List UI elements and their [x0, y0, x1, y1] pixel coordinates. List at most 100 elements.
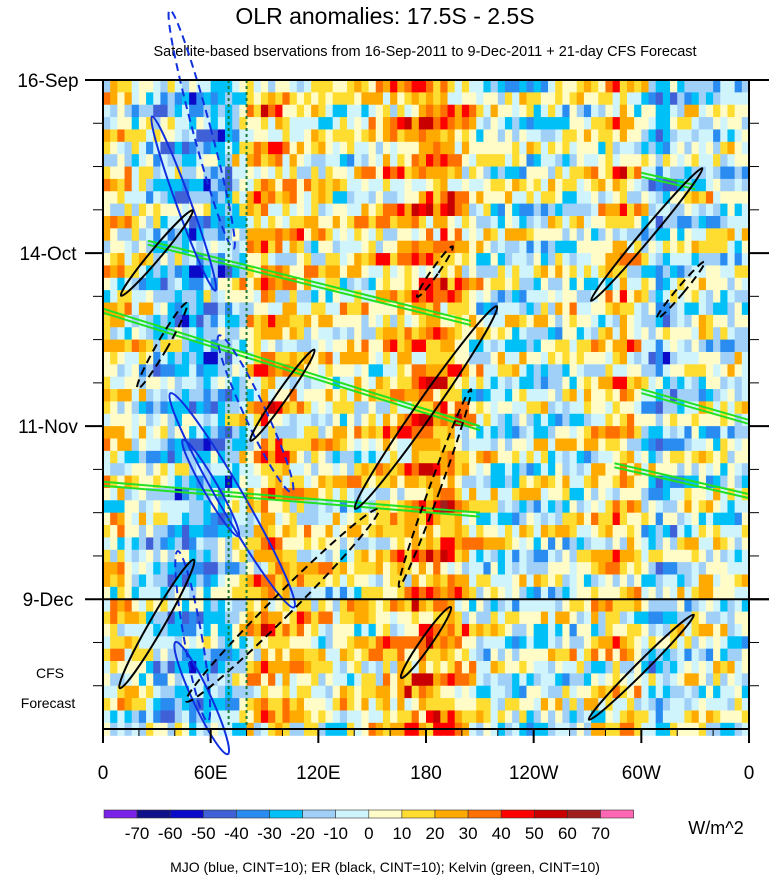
- heatmap-cell: [124, 178, 133, 192]
- heatmap-cell: [440, 549, 449, 563]
- heatmap-cell: [260, 129, 269, 143]
- heatmap-cell: [705, 228, 714, 242]
- heatmap-cell: [533, 302, 542, 316]
- heatmap-cell: [203, 685, 212, 699]
- heatmap-cell: [239, 290, 248, 304]
- heatmap-cell: [720, 228, 729, 242]
- heatmap-cell: [576, 636, 585, 650]
- heatmap-cell: [153, 339, 162, 353]
- heatmap-cell: [698, 685, 707, 699]
- heatmap-cell: [526, 549, 535, 563]
- heatmap-cell: [117, 648, 126, 662]
- heatmap-cell: [591, 253, 599, 267]
- heatmap-cell: [684, 240, 693, 254]
- heatmap-cell: [720, 450, 729, 464]
- heatmap-cell: [117, 92, 126, 106]
- heatmap-cell: [655, 586, 664, 600]
- heatmap-cell: [217, 154, 226, 168]
- heatmap-cell: [418, 487, 427, 501]
- heatmap-cell: [282, 104, 291, 118]
- heatmap-cell: [411, 586, 420, 600]
- heatmap-cell: [605, 80, 614, 93]
- heatmap-cell: [411, 92, 420, 106]
- heatmap-cell: [354, 426, 362, 440]
- heatmap-cell: [311, 661, 319, 674]
- heatmap-cell: [232, 636, 240, 650]
- heatmap-cell: [260, 599, 269, 613]
- heatmap-cell: [189, 290, 197, 304]
- heatmap-cell: [677, 166, 685, 180]
- heatmap-cell: [727, 413, 736, 427]
- heatmap-cell: [103, 525, 111, 538]
- heatmap-cell: [461, 611, 470, 625]
- heatmap-cell: [569, 265, 578, 279]
- heatmap-cell: [519, 401, 528, 415]
- heatmap-cell: [303, 512, 312, 526]
- heatmap-cell: [662, 475, 671, 489]
- heatmap-cell: [418, 426, 427, 440]
- heatmap-cell: [634, 339, 642, 353]
- heatmap-cell: [339, 562, 348, 576]
- heatmap-cell: [691, 290, 700, 304]
- heatmap-cell: [275, 302, 284, 316]
- heatmap-cell: [569, 228, 578, 242]
- heatmap-cell: [203, 389, 212, 403]
- heatmap-cell: [591, 154, 599, 168]
- heatmap-cell: [540, 178, 549, 192]
- heatmap-cell: [454, 537, 463, 551]
- heatmap-cell: [418, 611, 427, 625]
- heatmap-cell: [461, 228, 470, 242]
- heatmap-cell: [382, 673, 391, 687]
- heatmap-cell: [626, 203, 635, 217]
- heatmap-cell: [303, 339, 312, 353]
- heatmap-cell: [612, 302, 621, 316]
- heatmap-cell: [720, 562, 729, 576]
- heatmap-cell: [677, 253, 685, 267]
- heatmap-cell: [318, 166, 327, 180]
- heatmap-cell: [612, 154, 621, 168]
- heatmap-cell: [382, 562, 391, 576]
- heatmap-cell: [217, 228, 226, 242]
- heatmap-cell: [268, 413, 276, 427]
- heatmap-cell: [167, 537, 176, 551]
- heatmap-cell: [239, 129, 248, 143]
- heatmap-cell: [303, 364, 312, 378]
- heatmap-cell: [433, 487, 441, 501]
- heatmap-cell: [375, 648, 384, 662]
- heatmap-cell: [404, 215, 413, 229]
- heatmap-cell: [339, 290, 348, 304]
- heatmap-cell: [526, 661, 535, 674]
- heatmap-cell: [533, 92, 542, 106]
- heatmap-cell: [382, 401, 391, 415]
- heatmap-cell: [275, 500, 284, 514]
- heatmap-cell: [476, 104, 485, 118]
- heatmap-cell: [741, 314, 750, 328]
- heatmap-cell: [490, 698, 499, 712]
- heatmap-cell: [354, 698, 362, 712]
- heatmap-cell: [260, 661, 269, 674]
- heatmap-cell: [734, 265, 743, 279]
- heatmap-cell: [576, 438, 585, 452]
- heatmap-cell: [540, 487, 549, 501]
- heatmap-cell: [512, 623, 520, 637]
- heatmap-cell: [612, 166, 621, 180]
- heatmap-cell: [634, 104, 642, 118]
- heatmap-cell: [612, 636, 621, 650]
- heatmap-cell: [411, 463, 420, 477]
- heatmap-cell: [569, 562, 578, 576]
- heatmap-cell: [411, 648, 420, 662]
- heatmap-cell: [720, 154, 729, 168]
- heatmap-cell: [239, 302, 248, 316]
- heatmap-cell: [426, 401, 434, 415]
- heatmap-cell: [311, 117, 319, 131]
- heatmap-cell: [619, 475, 628, 489]
- heatmap-cell: [232, 611, 240, 625]
- heatmap-cell: [662, 191, 671, 205]
- heatmap-cell: [655, 166, 664, 180]
- heatmap-cell: [196, 154, 205, 168]
- heatmap-cell: [103, 166, 111, 180]
- heatmap-cell: [605, 512, 614, 526]
- heatmap-cell: [684, 574, 693, 588]
- heatmap-cell: [548, 648, 556, 662]
- heatmap-cell: [260, 549, 269, 563]
